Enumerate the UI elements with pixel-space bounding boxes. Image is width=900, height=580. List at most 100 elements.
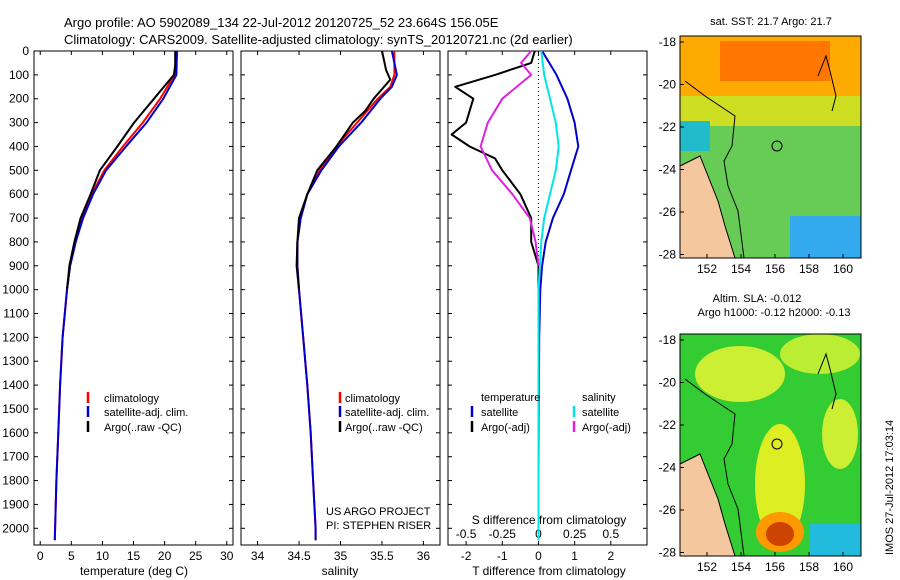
lon-tick-label: 154 (731, 262, 751, 276)
figure-subtitle: Climatology: CARS2009. Satellite-adjuste… (64, 32, 573, 47)
x-tick-label: 2 (607, 549, 614, 563)
depth-tick-label: 600 (9, 187, 29, 201)
map-frame (679, 333, 862, 557)
depth-tick-label: 1600 (2, 426, 29, 440)
x-tick-label: 35.5 (370, 549, 394, 563)
sla-map-title: Altim. SLA: -0.012 (713, 293, 802, 305)
depth-tick-label: 2000 (2, 521, 29, 535)
series-line-temperature-satellite (537, 50, 580, 541)
x-tick-label: 20 (158, 549, 172, 563)
map-warm-patch (720, 41, 830, 81)
depth-tick-label: 1500 (2, 402, 29, 416)
map-low-patch (810, 524, 861, 556)
lat-tick-label: -28 (659, 546, 677, 560)
lat-tick-label: -22 (659, 418, 677, 432)
lat-tick-label: -24 (659, 163, 677, 177)
lat-tick-label: -24 (659, 461, 677, 475)
lon-tick-label: 152 (697, 262, 717, 276)
map-high-patch (695, 346, 785, 402)
lat-tick-label: -28 (659, 248, 677, 262)
depth-axis: 0 100 200 300 400 500 600 700 800 900 1000 1100 1200… (2, 44, 647, 535)
lon-tick-label: 158 (799, 560, 819, 574)
map-frame (679, 35, 862, 259)
map-high-patch (755, 424, 805, 544)
legend-title-temperature: temperature (481, 392, 540, 404)
map-cool-patch (790, 216, 861, 258)
lon-tick-label: 156 (765, 560, 785, 574)
series-line-satellite-adj-clim- (53, 50, 178, 541)
map-high-patch (780, 334, 860, 374)
legend-label: climatology (104, 393, 160, 405)
legend-label: Argo(-adj) (582, 422, 631, 434)
depth-tick-label: 300 (9, 116, 29, 130)
argo-float-marker (771, 438, 783, 450)
map-contour (817, 54, 837, 112)
map-cool-patch (680, 121, 710, 151)
legend-title-salinity: salinity (582, 392, 616, 404)
legend-label: satellite (582, 407, 619, 419)
map-contour (817, 352, 837, 410)
depth-tick-label: 1900 (2, 497, 29, 511)
temperature-xlabel: temperature (deg C) (80, 564, 188, 578)
difference-xlabel: T difference from climatology (472, 564, 626, 578)
depth-tick-label: 1100 (3, 307, 29, 321)
series-line-climatology (53, 50, 178, 541)
salinity-xlabel: salinity (322, 564, 359, 578)
x-tick-label: -2 (461, 549, 472, 563)
argo-float-marker (771, 140, 783, 152)
lat-tick-label: -26 (659, 205, 677, 219)
x-tick-label: -1 (497, 549, 508, 563)
depth-tick-label: 1700 (2, 450, 29, 464)
lon-tick-label: 154 (731, 560, 751, 574)
x-tick-label: 10 (96, 549, 110, 563)
difference-legend: temperature salinity satellite Argo(-adj… (470, 392, 631, 434)
x-tick-label: 35 (334, 549, 348, 563)
depth-tick-label: 1000 (2, 283, 29, 297)
depth-tick-label: 700 (9, 211, 29, 225)
credit-line-2: PI: STEPHEN RISER (326, 520, 431, 532)
depth-tick-label: 0 (22, 44, 29, 58)
x-tick-label: 30 (220, 549, 234, 563)
depth-tick-label: 100 (9, 68, 29, 82)
x-tick-label: 34 (251, 549, 265, 563)
figure-title: Argo profile: AO 5902089_134 22-Jul-2012… (64, 15, 499, 30)
legend-label: Argo(-adj) (481, 422, 530, 434)
x-top-tick-label: 0.5 (602, 527, 619, 541)
legend-label: satellite-adj. clim. (104, 407, 188, 419)
lon-tick-label: 152 (697, 560, 717, 574)
series-line-argo-raw-qc- (66, 51, 177, 290)
lon-tick-label: 160 (833, 262, 853, 276)
legend-label: satellite-adj. clim. (345, 407, 429, 419)
temperature-plot: 0 5 10 15 20 25 30 (37, 50, 234, 563)
depth-tick-label: 1200 (2, 330, 29, 344)
lat-tick-label: -18 (659, 333, 677, 347)
difference-panel (447, 50, 648, 546)
credit-line-1: US ARGO PROJECT (326, 506, 431, 518)
temperature-legend: climatology satellite-adj. clim. Argo(..… (86, 392, 188, 434)
x-tick-label: 25 (189, 549, 203, 563)
depth-tick-label: 200 (9, 92, 29, 106)
map-warm-patch (680, 96, 861, 126)
salinity-legend: climatology satellite-adj. clim. Argo(..… (338, 392, 429, 434)
sst-map-title: sat. SST: 21.7 Argo: 21.7 (710, 16, 832, 28)
depth-tick-label: 1400 (2, 378, 29, 392)
x-tick-label: 34.5 (287, 549, 311, 563)
series-line-salinity-argo-adj- (479, 50, 540, 266)
series-line-satellite-adj-clim- (296, 50, 398, 541)
depth-tick-label: 900 (9, 259, 29, 273)
x-tick-label: 15 (127, 549, 141, 563)
sla-map-subtitle: Argo h1000: -0.12 h2000: -0.13 (698, 307, 851, 319)
depth-tick-label: 1800 (2, 474, 29, 488)
depth-tick-label: 1300 (2, 354, 29, 368)
difference-top-xlabel: S difference from climatology (472, 513, 627, 527)
legend-label: Argo(..raw -QC) (104, 422, 182, 434)
lon-tick-label: 156 (765, 262, 785, 276)
lon-tick-label: 158 (799, 262, 819, 276)
x-tick-label: 0 (37, 549, 44, 563)
lat-tick-label: -20 (659, 78, 677, 92)
series-line-temperature-argo-adj- (450, 50, 540, 290)
map-contour (684, 378, 745, 557)
lon-tick-label: 160 (833, 560, 853, 574)
salinity-plot: 34 34.5 35 35.5 36 (251, 50, 430, 563)
